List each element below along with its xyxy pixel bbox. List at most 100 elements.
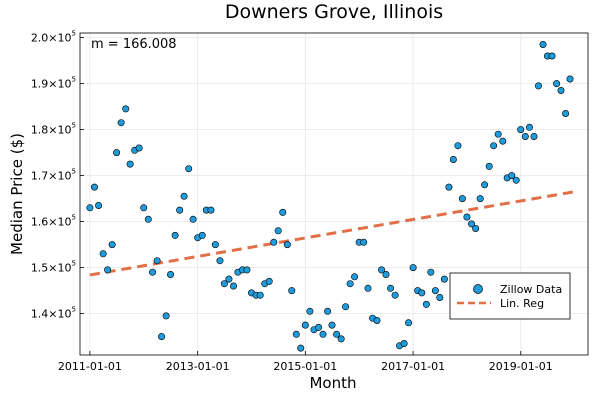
data-point bbox=[378, 266, 386, 274]
x-tick-label: 2015-01-01 bbox=[273, 360, 337, 373]
x-tick-label: 2011-01-01 bbox=[58, 360, 122, 373]
data-point bbox=[351, 273, 359, 281]
data-point bbox=[185, 165, 193, 173]
data-point bbox=[494, 130, 502, 138]
data-point bbox=[292, 330, 300, 338]
y-axis-ticks: 1.4×105 1.5×105 1.6×105 1.7×105 1.8×105 1.9×1… bbox=[31, 30, 84, 321]
data-point bbox=[508, 172, 516, 180]
data-point bbox=[548, 52, 556, 60]
data-point bbox=[499, 137, 507, 145]
data-point bbox=[171, 231, 179, 239]
data-point bbox=[400, 339, 408, 347]
data-point bbox=[144, 215, 152, 223]
data-point bbox=[279, 208, 287, 216]
plot-frame bbox=[79, 32, 589, 356]
data-point bbox=[265, 277, 273, 285]
data-point bbox=[373, 316, 381, 324]
data-point bbox=[517, 126, 525, 134]
data-point bbox=[162, 312, 170, 320]
data-point bbox=[140, 204, 148, 212]
data-point bbox=[270, 238, 278, 246]
data-point bbox=[288, 287, 296, 295]
regression-series bbox=[89, 190, 575, 277]
x-axis-ticks: 2011-01-01 2013-01-01 2015-01-01 2017-01-01… bbox=[58, 351, 553, 373]
data-point bbox=[463, 213, 471, 221]
data-point bbox=[534, 82, 542, 90]
y-tick-label: 2.0×105 bbox=[31, 30, 76, 45]
data-point bbox=[306, 307, 314, 315]
x-axis-label: Month bbox=[309, 374, 356, 392]
data-point bbox=[95, 202, 103, 210]
data-point bbox=[521, 133, 529, 141]
data-point bbox=[472, 225, 480, 233]
data-point bbox=[454, 142, 462, 150]
data-point bbox=[86, 204, 94, 212]
data-point bbox=[108, 241, 116, 249]
data-point bbox=[530, 133, 538, 141]
legend-label-zillow: Zillow Data bbox=[500, 283, 562, 296]
data-point bbox=[449, 156, 457, 164]
data-point bbox=[207, 206, 215, 214]
data-point bbox=[243, 266, 251, 274]
data-point bbox=[113, 149, 121, 157]
data-point bbox=[328, 321, 336, 329]
data-point bbox=[445, 183, 453, 191]
legend-label-linreg: Lin. Reg bbox=[500, 297, 544, 310]
data-point bbox=[364, 284, 372, 292]
y-tick-label: 1.6×105 bbox=[31, 214, 76, 229]
data-point bbox=[211, 241, 219, 249]
data-point bbox=[427, 268, 435, 276]
data-point bbox=[490, 142, 498, 150]
data-point bbox=[391, 291, 399, 299]
legend-box bbox=[449, 272, 571, 320]
data-point bbox=[436, 293, 444, 301]
chart-title: Downers Grove, Illinois bbox=[225, 1, 443, 23]
data-point bbox=[176, 206, 184, 214]
data-point bbox=[274, 227, 282, 235]
data-point bbox=[360, 238, 368, 246]
scatter-series bbox=[86, 40, 574, 352]
data-point bbox=[485, 162, 493, 170]
data-point bbox=[476, 195, 484, 203]
data-point bbox=[216, 257, 224, 265]
y-axis-label: Median Price ($) bbox=[8, 133, 26, 255]
legend-marker-zillow bbox=[473, 284, 483, 294]
data-point bbox=[122, 105, 130, 113]
data-point bbox=[342, 303, 350, 311]
data-point bbox=[324, 307, 332, 315]
data-point bbox=[553, 80, 561, 88]
data-point bbox=[440, 275, 448, 283]
slope-annotation: m = 166.008 bbox=[91, 37, 177, 52]
data-point bbox=[301, 321, 309, 329]
data-point bbox=[167, 270, 175, 278]
data-point bbox=[405, 319, 413, 327]
data-point bbox=[333, 330, 341, 338]
y-tick-label: 1.8×105 bbox=[31, 122, 76, 137]
x-tick-label: 2013-01-01 bbox=[166, 360, 230, 373]
data-point bbox=[346, 280, 354, 288]
data-point bbox=[562, 110, 570, 118]
data-point bbox=[566, 75, 574, 83]
data-point bbox=[319, 330, 327, 338]
data-point bbox=[135, 144, 143, 152]
data-point bbox=[422, 300, 430, 308]
data-point bbox=[189, 215, 197, 223]
data-point bbox=[99, 250, 107, 258]
data-point bbox=[458, 195, 466, 203]
data-point bbox=[153, 257, 161, 265]
x-tick-label: 2019-01-01 bbox=[489, 360, 553, 373]
data-point bbox=[512, 176, 520, 184]
y-tick-label: 1.7×105 bbox=[31, 168, 76, 183]
data-point bbox=[198, 231, 206, 239]
data-point bbox=[180, 192, 188, 200]
data-point bbox=[126, 160, 134, 168]
data-point bbox=[90, 183, 98, 191]
data-point bbox=[337, 335, 345, 343]
data-point bbox=[117, 119, 125, 127]
data-point bbox=[539, 40, 547, 48]
data-point bbox=[409, 264, 417, 272]
data-point bbox=[283, 241, 291, 249]
data-point bbox=[256, 291, 264, 299]
data-point bbox=[418, 289, 426, 297]
